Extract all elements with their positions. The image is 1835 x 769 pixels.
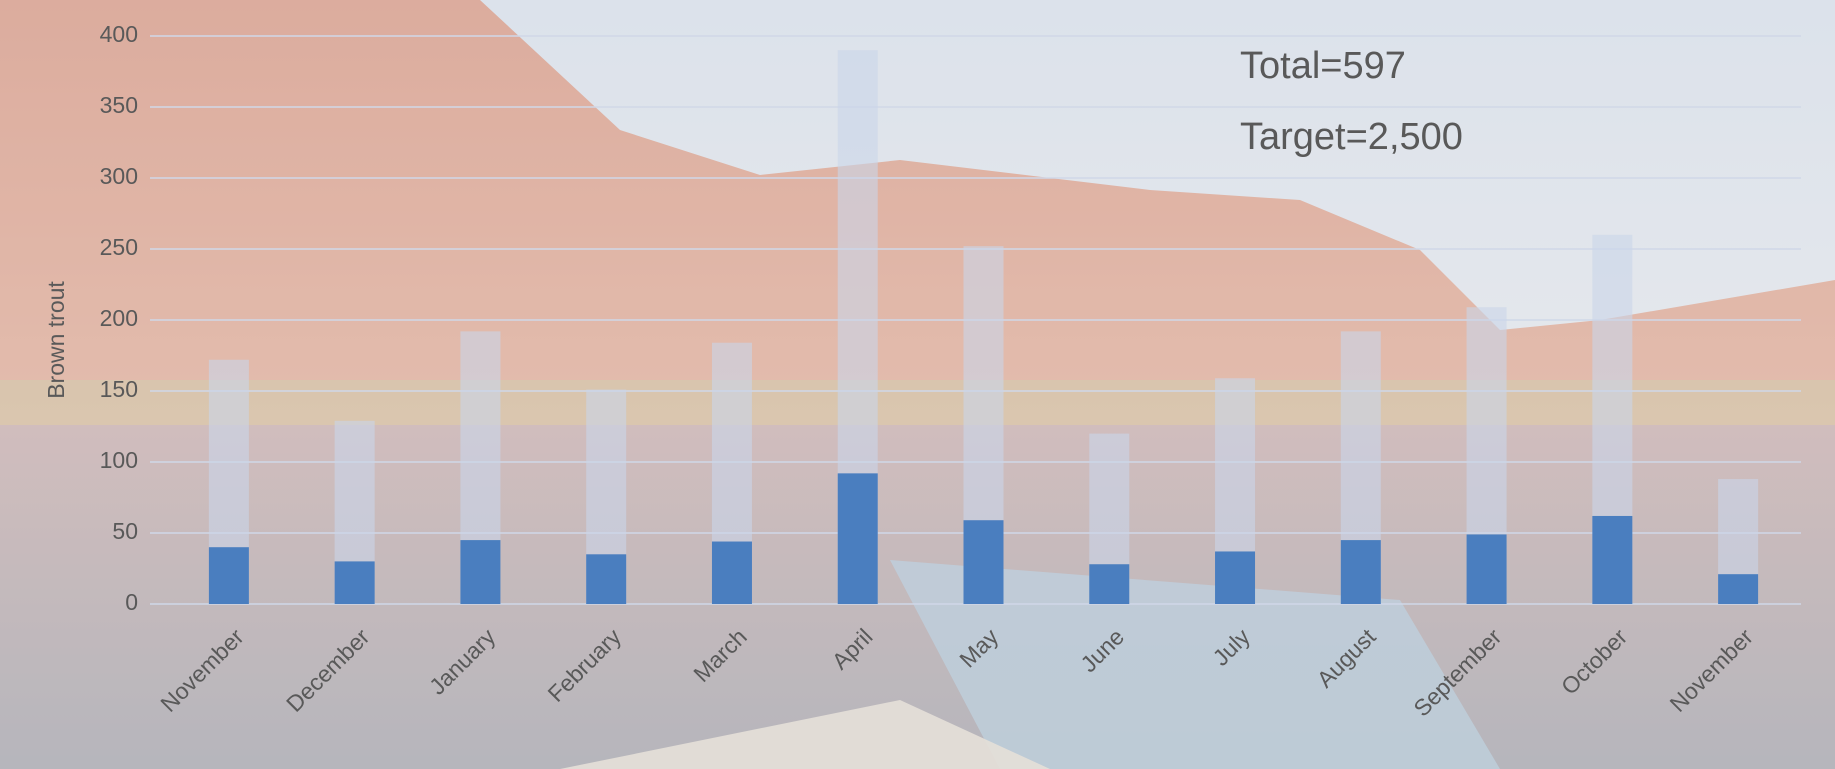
- y-axis-label: Brown trout: [43, 281, 69, 399]
- bar: [1089, 564, 1129, 604]
- bar: [460, 540, 500, 604]
- bar: [586, 554, 626, 604]
- bar: [964, 520, 1004, 604]
- y-tick-label: 50: [112, 518, 138, 544]
- y-tick-label: 350: [100, 92, 138, 118]
- bar: [335, 561, 375, 604]
- bar: [1718, 574, 1758, 604]
- bar: [1341, 540, 1381, 604]
- bar: [1592, 516, 1632, 604]
- y-tick-label: 100: [100, 447, 138, 473]
- page: {"chart_data": {"type": "bar", "y_label"…: [0, 0, 1835, 769]
- y-tick-label: 150: [100, 376, 138, 402]
- y-tick-label: 200: [100, 305, 138, 331]
- bar: [209, 547, 249, 604]
- y-tick-label: 300: [100, 163, 138, 189]
- annotation: Total=597: [1240, 45, 1406, 87]
- bar: [838, 473, 878, 604]
- y-tick-label: 250: [100, 234, 138, 260]
- y-tick-label: 400: [100, 21, 138, 47]
- bar: [1467, 534, 1507, 604]
- annotation: Target=2,500: [1240, 116, 1463, 158]
- bar: [712, 542, 752, 604]
- chart: Brown trout Total=597 Target=2,500 0 50 10…: [0, 0, 1835, 769]
- background-photo: [0, 0, 1835, 769]
- y-tick-label: 0: [125, 589, 138, 615]
- bar: [1215, 551, 1255, 604]
